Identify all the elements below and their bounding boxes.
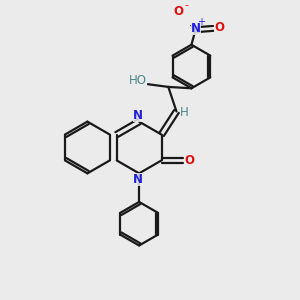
Text: O: O (214, 20, 224, 34)
Text: N: N (133, 109, 143, 122)
Text: -: - (184, 0, 189, 10)
Text: O: O (184, 154, 194, 167)
Text: N: N (133, 173, 143, 186)
Text: H: H (180, 106, 188, 119)
Text: HO: HO (129, 74, 147, 87)
Text: +: + (197, 16, 206, 27)
Text: N: N (191, 22, 201, 35)
Text: O: O (173, 5, 183, 18)
